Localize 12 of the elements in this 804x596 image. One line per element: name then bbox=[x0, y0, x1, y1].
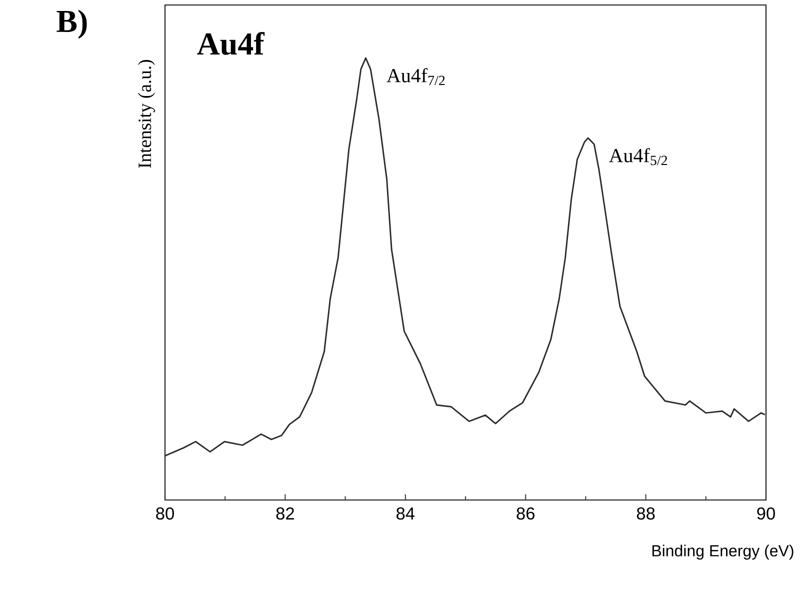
x-tick-label: 84 bbox=[396, 507, 415, 520]
text: B) bbox=[56, 10, 87, 39]
x-axis-title: Binding Energy (eV) bbox=[652, 544, 794, 560]
y-axis-title: Intensity (a.u.) bbox=[138, 60, 155, 168]
annotation: Au4f$_{7/2}$ bbox=[386, 68, 445, 86]
x-tick-label: 82 bbox=[276, 507, 294, 520]
x-tick-label: 80 bbox=[156, 507, 174, 520]
annotation: Au4f$_{5/2}$ bbox=[609, 148, 668, 166]
x-tick-label: 88 bbox=[636, 507, 655, 520]
x-tick-label: 86 bbox=[516, 507, 534, 520]
text: Au4f bbox=[197, 32, 265, 55]
x-tick-label: 90 bbox=[757, 507, 775, 520]
